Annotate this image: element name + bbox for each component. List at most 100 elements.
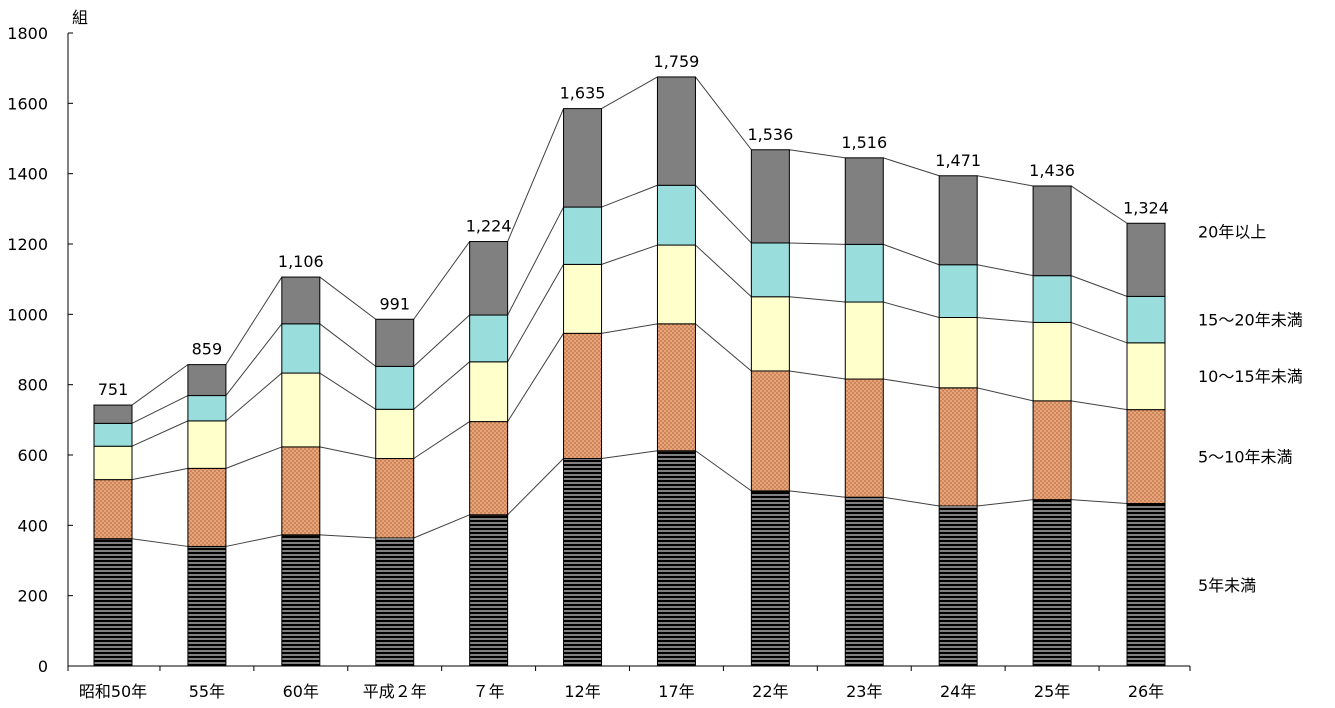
series-connector-line: [977, 499, 1034, 507]
series-label: 5～10年未満: [1198, 448, 1293, 467]
bar-segment: [93, 479, 133, 540]
bar-segment: [469, 314, 509, 363]
series-connector-line: [883, 243, 940, 266]
series-connector-line: [319, 323, 377, 367]
series-label: 10～15年未満: [1198, 367, 1303, 386]
total-value-label: 751: [98, 380, 129, 399]
x-category-label: 22年: [752, 682, 788, 701]
y-tick-label: 400: [17, 516, 48, 535]
x-category-label: 25年: [1034, 682, 1070, 701]
bar-segment: [563, 263, 603, 334]
series-connector-line: [507, 206, 564, 316]
bar-segment: [938, 505, 978, 667]
series-connector-line: [601, 184, 658, 208]
x-category-label: 26年: [1128, 682, 1164, 701]
y-unit-label: 組: [72, 8, 88, 27]
bar-segment: [93, 404, 133, 424]
series-connector-line: [131, 364, 189, 406]
series-connector-line: [131, 467, 189, 481]
bar-segment: [938, 175, 978, 266]
bar-segment: [938, 264, 978, 318]
x-category-label: 23年: [846, 682, 882, 701]
series-connector-line: [225, 323, 283, 396]
bar-segment: [187, 420, 227, 469]
total-value-label: 1,324: [1123, 198, 1169, 217]
series-connector-line: [225, 446, 282, 469]
bar-segment: [375, 537, 415, 667]
bar-segment: [750, 490, 790, 667]
y-tick-label: 1000: [7, 305, 48, 324]
series-connector-line: [319, 276, 377, 320]
series-connector-line: [225, 372, 283, 422]
bar-segment: [563, 332, 603, 460]
bar-segment: [844, 378, 884, 498]
series-connector-line: [225, 276, 283, 365]
series-connector-line: [789, 490, 846, 498]
series-connector-line: [319, 446, 376, 460]
total-value-label: 1,635: [560, 84, 606, 103]
series-connector-line: [507, 458, 564, 516]
bar-segment: [93, 422, 133, 447]
series-connector-line: [695, 323, 752, 372]
series-connector-line: [695, 244, 752, 298]
bar-segment: [750, 242, 790, 298]
series-connector-line: [413, 241, 471, 320]
total-value-label: 1,436: [1029, 161, 1075, 180]
y-tick-label: 1400: [7, 165, 48, 184]
bar-segment: [656, 184, 696, 246]
series-connector-line: [319, 534, 376, 539]
bar-segment: [187, 364, 227, 397]
y-tick-label: 0: [38, 657, 48, 676]
x-category-label: 12年: [564, 682, 600, 701]
series-connector-line: [1070, 275, 1128, 297]
series-connector-line: [883, 378, 940, 389]
x-category-label: 17年: [658, 682, 694, 701]
x-category-label: 平成２年: [363, 682, 427, 701]
series-label: 20年以上: [1198, 222, 1266, 241]
bar-segment: [281, 534, 321, 667]
series-connector-line: [413, 514, 470, 539]
bar-segment: [1032, 499, 1072, 667]
series-label: 5年未満: [1198, 576, 1256, 595]
series-connector-line: [601, 450, 658, 460]
series-connector-line: [977, 317, 1034, 323]
total-value-label: 1,224: [466, 217, 512, 236]
bar-segment: [750, 149, 790, 244]
series-connector-line: [131, 395, 189, 424]
total-value-label: 991: [379, 294, 410, 313]
bar-segment: [750, 370, 790, 492]
bar-segment: [469, 241, 509, 316]
total-value-label: 1,516: [841, 133, 887, 152]
bar-segment: [281, 446, 321, 536]
series-connector-line: [789, 370, 846, 380]
series-connector-line: [507, 264, 564, 363]
series-connector-line: [601, 244, 658, 265]
bar-segment: [93, 538, 133, 667]
bar-segment: [656, 76, 696, 186]
series-connector-line: [413, 361, 470, 410]
bar-segment: [750, 296, 790, 372]
total-value-label: 1,471: [935, 151, 981, 170]
bar-segment: [375, 458, 415, 539]
x-category-label: 昭和50年: [79, 682, 147, 701]
series-connector-line: [789, 149, 846, 159]
bar-segment: [1032, 400, 1072, 501]
bar-segment: [1126, 503, 1166, 667]
bar-segment: [844, 496, 884, 667]
series-connector-line: [977, 264, 1034, 277]
series-connector-line: [789, 242, 846, 245]
series-connector-line: [695, 184, 752, 244]
bar-segment: [469, 361, 509, 423]
y-tick-label: 800: [17, 376, 48, 395]
series-connector-line: [413, 421, 470, 459]
bar-segment: [938, 316, 978, 389]
bar-segment: [1126, 409, 1166, 505]
bar-segment: [1032, 321, 1072, 402]
series-connector-line: [507, 108, 565, 242]
y-tick-label: 600: [17, 446, 48, 465]
series-connector-line: [883, 301, 940, 318]
series-connector-line: [977, 175, 1034, 187]
bar-segment: [1126, 295, 1166, 344]
